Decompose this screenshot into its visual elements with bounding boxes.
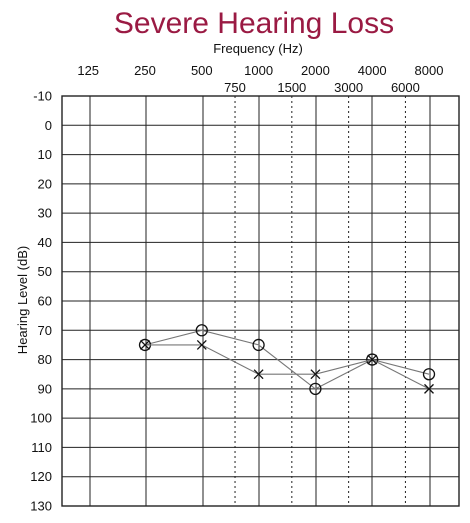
- cross-stroke: [196, 339, 207, 350]
- data-point-circle: [195, 324, 208, 337]
- data-point-circle: [309, 382, 322, 396]
- cross-stroke: [367, 354, 378, 365]
- cross-stroke: [424, 383, 434, 394]
- y-tick-label: 90: [38, 381, 52, 396]
- y-tick-label: -10: [33, 89, 52, 104]
- x-minor-tick-label: 1500: [277, 80, 306, 95]
- chart-title: Severe Hearing Loss: [114, 7, 394, 40]
- x-major-tick-label: 250: [134, 63, 156, 78]
- y-tick-labels: -10 0 10 20 30 40 50 60 70 80 90 100 110 120 130: [30, 89, 52, 514]
- data-point-cross: [310, 369, 321, 380]
- x-minor-tick-label: 750: [224, 80, 246, 95]
- x-major-tick-labels: 125 250 500 1000 2000 4000 8000: [77, 63, 443, 78]
- data-point-circle: [252, 338, 265, 352]
- x-major-tick-label: 500: [191, 63, 213, 78]
- y-tick-label: 110: [31, 440, 52, 455]
- series-line-circle: [144, 329, 430, 390]
- y-tick-label: 40: [38, 235, 52, 250]
- y-tick-label: 30: [38, 206, 52, 221]
- data-point-cross: [140, 339, 150, 350]
- x-minor-tick-label: 6000: [391, 80, 420, 95]
- y-axis-label: Hearing Level (dB): [15, 246, 30, 354]
- series: [138, 324, 436, 396]
- x-major-tick-label: 4000: [358, 63, 387, 78]
- y-tick-label: 70: [38, 323, 52, 338]
- cross-stroke: [310, 369, 321, 380]
- x-major-tick-label: 8000: [415, 63, 444, 78]
- grid: [62, 95, 459, 507]
- y-tick-label: 10: [38, 147, 52, 162]
- x-minor-tick-labels: 750 1500 3000 6000: [224, 80, 420, 95]
- x-major-tick-label: 125: [77, 63, 99, 78]
- y-tick-label: 100: [30, 411, 52, 426]
- y-tick-label: 80: [38, 352, 52, 367]
- data-point-cross: [424, 383, 434, 394]
- series-line-cross: [145, 344, 430, 390]
- y-tick-label: 20: [38, 176, 52, 191]
- x-minor-tick-label: 3000: [334, 80, 363, 95]
- data-point-cross: [367, 354, 378, 365]
- cross-stroke: [253, 369, 264, 380]
- cross-stroke: [140, 339, 150, 350]
- y-tick-label: 50: [38, 264, 52, 279]
- data-point-cross: [196, 339, 207, 350]
- y-tick-label: 120: [30, 469, 52, 484]
- data-point-circle: [422, 368, 436, 381]
- x-major-tick-label: 2000: [301, 63, 330, 78]
- y-tick-label: 130: [30, 499, 52, 514]
- data-point-cross: [253, 369, 264, 380]
- plot-frame: [61, 95, 460, 507]
- x-major-tick-label: 1000: [244, 63, 273, 78]
- data-point-circle: [366, 353, 379, 366]
- x-axis-label: Frequency (Hz): [213, 41, 303, 56]
- y-tick-label: 60: [38, 294, 52, 309]
- y-tick-label: 0: [45, 118, 52, 133]
